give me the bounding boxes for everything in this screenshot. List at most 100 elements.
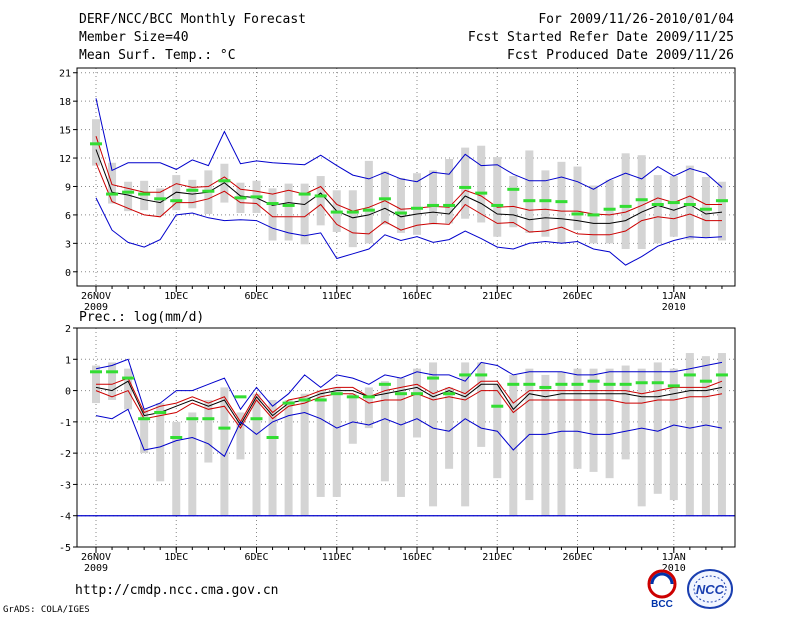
observed-marker <box>362 395 375 399</box>
observed-marker <box>378 382 391 386</box>
x-tick-label: 6DEC <box>244 552 268 563</box>
ensemble-box <box>493 157 502 237</box>
ensemble-box <box>236 412 245 460</box>
ensemble-box <box>124 368 133 410</box>
observed-marker <box>491 404 504 408</box>
ensemble-box <box>284 399 293 516</box>
y-tick-label: 6 <box>65 211 71 222</box>
observed-marker <box>603 207 616 211</box>
ensemble-box <box>396 177 405 233</box>
observed-marker <box>411 392 423 396</box>
ensemble-box <box>525 150 534 233</box>
ensemble-box <box>541 170 550 237</box>
observed-marker <box>298 192 311 196</box>
ensemble-box <box>140 409 149 454</box>
observed-marker <box>90 142 102 146</box>
x-tick-label: 26NOV <box>81 291 111 302</box>
ensemble-box <box>605 368 614 479</box>
observed-marker <box>218 179 231 183</box>
ensemble-box <box>364 160 373 244</box>
observed-marker <box>314 194 327 198</box>
observed-marker <box>330 210 343 214</box>
ensemble-box <box>268 188 277 241</box>
ncc-logo: NCC <box>687 569 733 609</box>
observed-marker <box>603 382 616 386</box>
observed-marker <box>699 379 712 383</box>
bcc-logo-text: BCC <box>651 599 673 610</box>
ensemble-box <box>268 399 277 516</box>
ensemble-box <box>509 374 518 516</box>
observed-marker <box>170 436 183 439</box>
observed-marker <box>619 204 632 208</box>
observed-marker <box>394 392 407 396</box>
observed-marker <box>715 373 728 377</box>
observed-marker <box>539 385 552 389</box>
grads-credit: GrADS: COLA/IGES <box>3 605 90 615</box>
observed-marker <box>122 376 135 380</box>
observed-marker <box>282 401 295 405</box>
ensemble-box <box>685 353 694 516</box>
ensemble-box <box>108 362 117 400</box>
ensemble-box <box>204 399 213 463</box>
ensemble-box <box>445 158 454 224</box>
observed-marker <box>250 195 263 199</box>
x-tick-label: 1JAN <box>662 552 686 563</box>
fcst-produced-label: Fcst Produced Date 2009/11/26 <box>507 48 734 63</box>
observed-marker <box>362 208 375 212</box>
observed-marker <box>186 417 199 421</box>
ensemble-box <box>188 412 197 516</box>
ensemble-box <box>252 393 261 516</box>
observed-marker <box>667 384 680 388</box>
x-tick-label: 16DEC <box>402 552 432 563</box>
ensemble-box <box>477 362 486 447</box>
observed-marker <box>619 382 632 386</box>
ensemble-box <box>717 181 726 241</box>
observed-marker <box>250 417 263 421</box>
observed-marker <box>234 196 247 200</box>
y-tick-label: -1 <box>59 418 71 429</box>
observed-marker <box>555 382 568 386</box>
ensemble-box <box>621 365 630 460</box>
observed-marker <box>378 197 391 201</box>
ensemble-box <box>621 153 630 250</box>
ensemble-box <box>717 353 726 516</box>
observed-marker <box>202 189 215 193</box>
observed-marker <box>651 202 664 206</box>
series-line-min <box>95 408 723 458</box>
source-url[interactable]: http://cmdp.ncc.cma.gov.cn <box>75 583 279 598</box>
x-tick-label: 6DEC <box>244 291 268 302</box>
y-tick-label: -3 <box>59 480 71 491</box>
x-tick-year-label: 2009 <box>84 563 108 574</box>
ensemble-box <box>669 176 678 237</box>
ensemble-box <box>637 368 646 507</box>
ensemble-box <box>284 183 293 241</box>
observed-marker <box>106 370 119 374</box>
observed-marker <box>411 206 423 210</box>
series-line-std-upper <box>96 377 723 423</box>
series-line-max <box>95 98 723 190</box>
ensemble-box <box>557 371 566 516</box>
series-line-std-lower <box>95 389 723 430</box>
observed-marker <box>443 392 456 396</box>
observed-marker <box>459 373 472 377</box>
y-tick-label: 0 <box>65 387 71 398</box>
ensemble-box <box>332 387 341 497</box>
observed-marker <box>122 190 135 194</box>
observed-marker <box>523 382 536 386</box>
ensemble-box <box>637 155 646 250</box>
x-tick-label: 26DEC <box>562 291 592 302</box>
observed-marker <box>186 188 199 192</box>
ensemble-box <box>653 362 662 494</box>
observed-marker <box>587 379 600 383</box>
observed-marker <box>314 398 327 402</box>
y-tick-label: 2 <box>65 324 71 335</box>
observed-marker <box>394 211 407 215</box>
ensemble-box <box>348 190 357 248</box>
y-tick-label: 9 <box>65 182 71 193</box>
x-tick-label: 11DEC <box>322 291 352 302</box>
ensemble-box <box>364 387 373 429</box>
series-line-std-upper <box>95 136 722 216</box>
observed-marker <box>459 185 472 189</box>
